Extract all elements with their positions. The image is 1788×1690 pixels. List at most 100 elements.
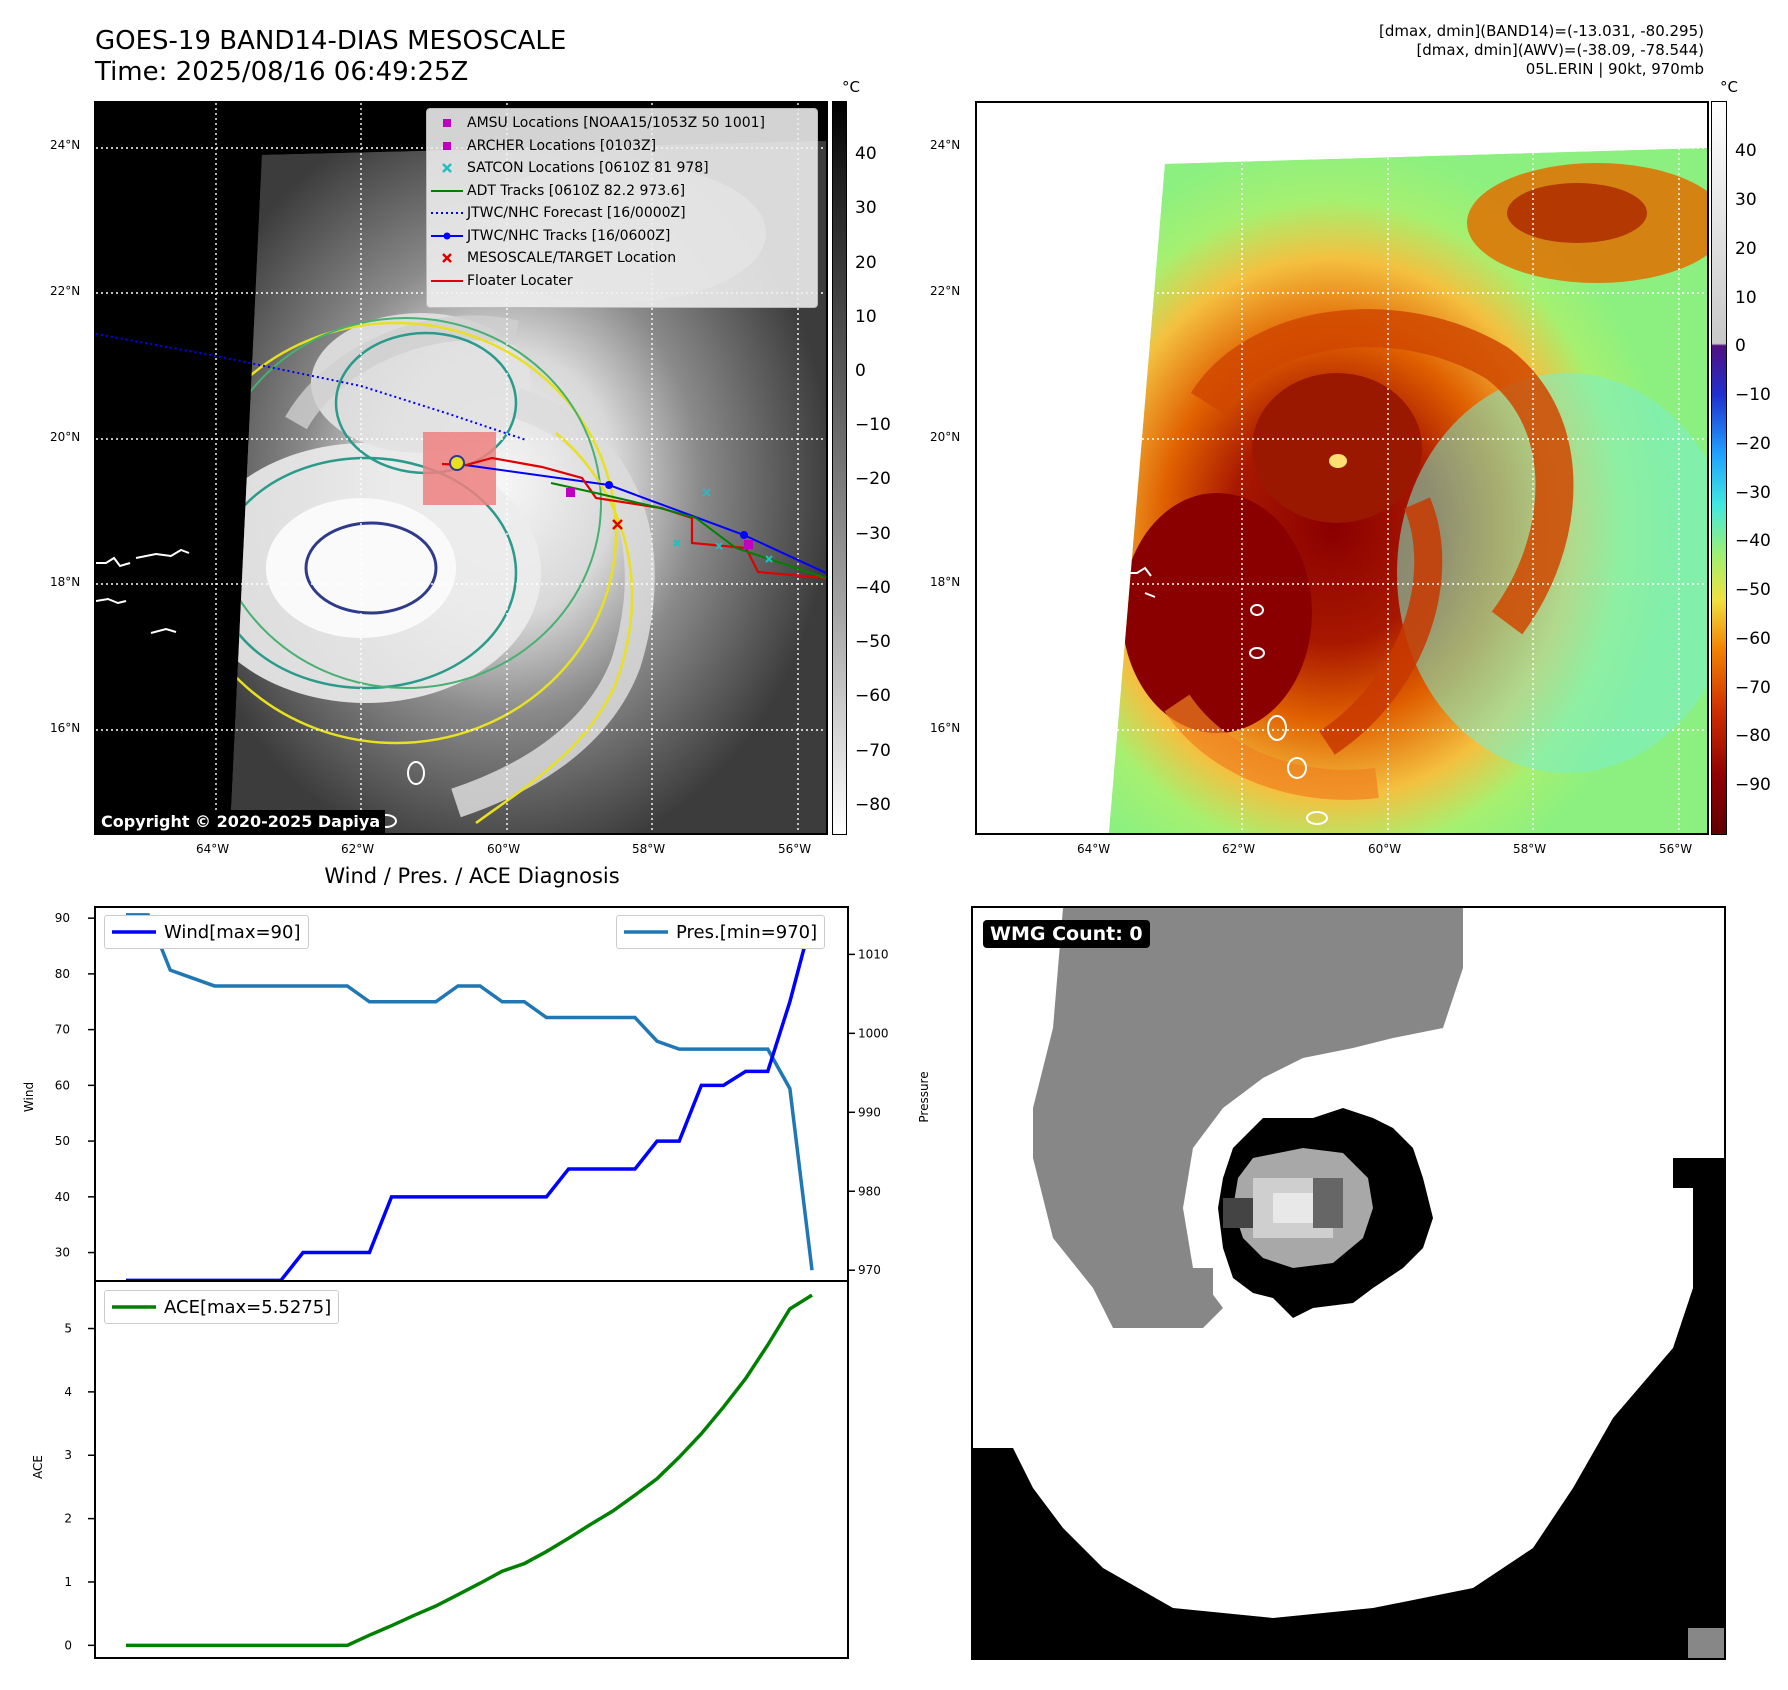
wind-y-tick-label: 50 [55, 1134, 70, 1148]
wind-legend: Wind[max=90] [104, 915, 309, 949]
awv-colorbar-tick: 0 [1735, 336, 1746, 356]
awv-lon-label-56: 56°W [1659, 842, 1693, 856]
awv-lat-label-18: 18°N [930, 575, 961, 589]
awv-colorbar-tick: 10 [1735, 288, 1757, 308]
ir-colorbar-unit: °C [842, 78, 860, 96]
ir-lat-label-22: 22°N [50, 284, 81, 298]
wmg-count-badge: WMG Count: 0 [983, 920, 1150, 948]
stats-storm-info: 05L.ERIN | 90kt, 970mb [1525, 60, 1704, 78]
pressure-legend-label: Pres.[min=970] [676, 921, 818, 943]
awv-colorbar-tick: −10 [1735, 385, 1771, 405]
ir-colorbar-tick: −30 [855, 524, 891, 544]
legend-label-floater: Floater Locater [467, 272, 573, 289]
awv-lat-label-16: 16°N [930, 721, 961, 735]
ir-colorbar-tick: −60 [855, 686, 891, 706]
awv-colorbar-tick: −80 [1735, 726, 1771, 746]
ace-plot-frame [94, 1280, 849, 1659]
satcon-markers [673, 488, 773, 563]
ace-legend: ACE[max=5.5275] [104, 1290, 340, 1324]
ir-colorbar-tick: −20 [855, 469, 891, 489]
ir-lat-label-16: 16°N [50, 721, 81, 735]
diagnosis-title: Wind / Pres. / ACE Diagnosis [324, 864, 620, 888]
legend-label-target: MESOSCALE/TARGET Location [467, 250, 677, 267]
awv-lat-label-20: 20°N [930, 430, 961, 444]
awv-lat-label-24: 24°N [930, 138, 961, 152]
awv-lon-label-64: 64°W [1077, 842, 1111, 856]
pressure-y-tick-label: 1000 [858, 1026, 889, 1040]
awv-colorbar-tick: −20 [1735, 434, 1771, 454]
awv-colorbar [1711, 101, 1727, 835]
ace-series-line [126, 1293, 813, 1648]
awv-colorbar-tick: −60 [1735, 629, 1771, 649]
legend-label-amsu: AMSU Locations [NOAA15/1053Z 50 1001] [467, 115, 766, 132]
legend-item-forecast: JTWC/NHC Forecast [16/0000Z] [427, 202, 817, 225]
archer-marker [744, 540, 753, 549]
title-time: Time: 2025/08/16 06:49:25Z [95, 57, 469, 87]
stats-awv: [dmax, dmin](AWV)=(-38.09, -78.544) [1416, 41, 1704, 59]
ir-colorbar-tick: 20 [855, 253, 877, 273]
awv-lon-label-58: 58°W [1513, 842, 1547, 856]
wind-y-tick-label: 70 [55, 1023, 70, 1037]
target-marker [612, 519, 623, 530]
awv-colorbar-tick: −30 [1735, 483, 1771, 503]
legend-label-jtwc-tracks: JTWC/NHC Tracks [16/0600Z] [467, 227, 671, 244]
awv-colorbar-tick: 40 [1735, 141, 1757, 161]
storm-eye [449, 455, 465, 471]
wind-y-axis-label: Wind [22, 1082, 36, 1112]
pressure-legend-line-icon [624, 930, 668, 934]
ace-y-axis-label: ACE [31, 1455, 45, 1479]
wmg-grey-band [1033, 908, 1463, 1328]
ace-y-tick-label: 3 [64, 1448, 72, 1462]
ir-lon-label-58: 58°W [632, 842, 666, 856]
awv-colorbar-tick: 30 [1735, 190, 1757, 210]
pressure-y-tick-label: 990 [858, 1105, 881, 1119]
legend-item-target: MESOSCALE/TARGET Location [427, 247, 817, 270]
wind-y-tick-label: 40 [55, 1190, 70, 1204]
x-marker-icon [442, 253, 452, 264]
x-marker-icon [442, 163, 452, 174]
forecast-track-line [96, 333, 527, 441]
wind-y-tick-label: 90 [55, 911, 70, 925]
ir-colorbar-ticks: 40 30 20 10 0 −10 −20 −30 −40 −50 −60 −7… [855, 0, 915, 835]
wmg-image [973, 908, 1724, 1658]
ir-colorbar-tick: −40 [855, 578, 891, 598]
ace-y-tick-label: 5 [64, 1322, 72, 1336]
legend-label-adt: ADT Tracks [0610Z 82.2 973.6] [467, 182, 686, 199]
dotted-line-icon [431, 212, 463, 215]
line-marker-icon [431, 279, 463, 282]
awv-colorbar-tick: −70 [1735, 678, 1771, 698]
ir-lat-label-24: 24°N [50, 138, 81, 152]
ace-legend-line-icon [112, 1305, 156, 1309]
ir-satellite-panel: AMSU Locations [NOAA15/1053Z 50 1001] AR… [94, 101, 828, 835]
legend-label-satcon: SATCON Locations [0610Z 81 978] [467, 160, 709, 177]
jtwc-track-line [457, 463, 826, 574]
ir-colorbar-tick: 40 [855, 144, 877, 164]
pressure-y-tick-label: 1010 [858, 947, 889, 961]
awv-lat-label-22: 22°N [930, 284, 961, 298]
wind-y-tick-label: 30 [55, 1246, 70, 1260]
ir-lon-label-62: 62°W [341, 842, 375, 856]
title-product: GOES-19 BAND14-DIAS MESOSCALE [95, 26, 567, 56]
figure-title: GOES-19 BAND14-DIAS MESOSCALE Time: 2025… [95, 26, 566, 88]
wmg-panel: WMG Count: 0 [971, 906, 1726, 1660]
line-dot-icon [431, 232, 463, 240]
legend-item-floater: Floater Locater [427, 270, 817, 293]
wind-y-tick-label: 60 [55, 1078, 70, 1092]
ace-y-tick-label: 1 [64, 1575, 72, 1589]
awv-colorbar-tick: −50 [1735, 580, 1771, 600]
awv-colorbar-tick: −40 [1735, 531, 1771, 551]
amsu-marker [566, 488, 575, 497]
legend-item-satcon: SATCON Locations [0610Z 81 978] [427, 157, 817, 180]
wmg-outer-black [973, 1188, 1724, 1658]
wind-legend-line-icon [112, 930, 156, 934]
ir-colorbar [832, 101, 847, 835]
legend-label-archer: ARCHER Locations [0103Z] [467, 137, 657, 154]
wind-pressure-chart: 30 40 50 60 70 80 90 970 980 990 1000 1010 Wind Pr… [22, 906, 931, 1287]
pressure-series-line [126, 913, 814, 1271]
pressure-y-tick-label: 980 [858, 1184, 881, 1198]
square-marker-icon [443, 119, 451, 128]
awv-eye [1329, 454, 1347, 468]
legend-item-archer: ARCHER Locations [0103Z] [427, 135, 817, 158]
ir-colorbar-tick: 10 [855, 307, 877, 327]
awv-panel [975, 101, 1709, 835]
